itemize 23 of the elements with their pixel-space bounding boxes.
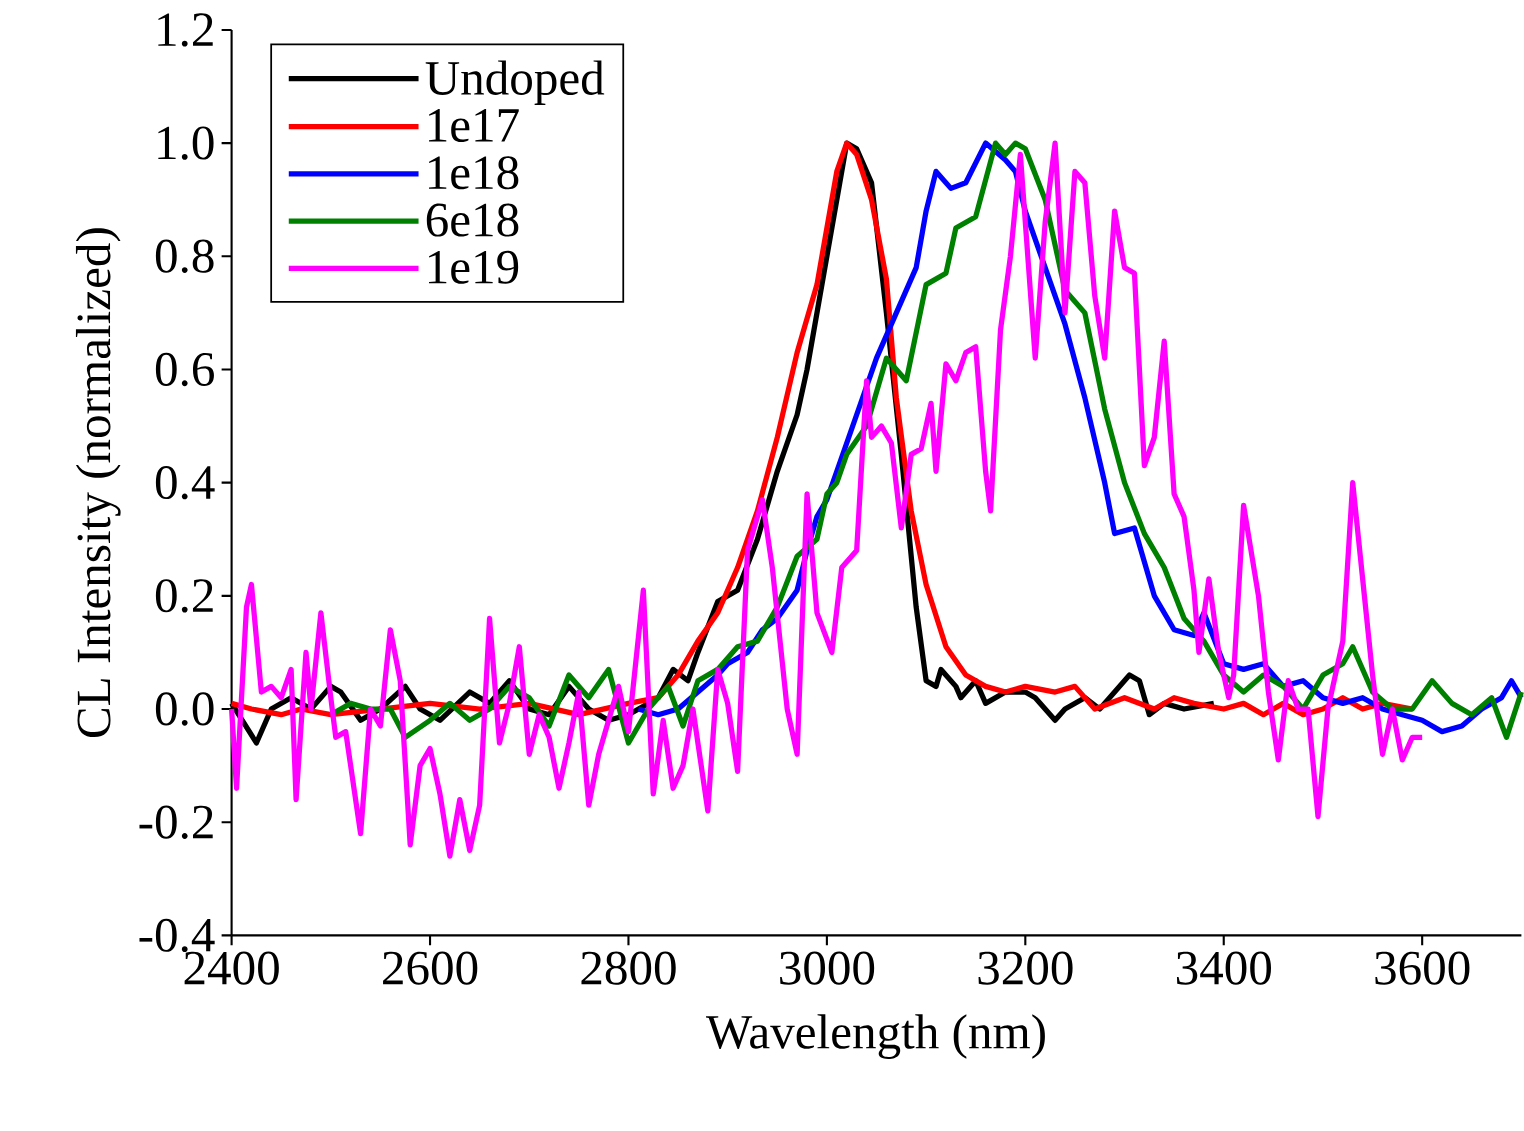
y-tick-label: 0.4	[155, 465, 215, 500]
y-tick-label: 0.0	[155, 692, 214, 726]
x-tick-label: 3400	[1176, 951, 1271, 985]
y-tick-label: -0.4	[139, 918, 215, 953]
y-tick-label: 0.2	[155, 579, 213, 613]
x-tick-label: 3600	[1375, 951, 1470, 985]
y-tick-label: -0.2	[139, 805, 213, 839]
x-tick-label: 2600	[383, 951, 478, 985]
legend-label: 1e18	[429, 156, 519, 190]
y-tick-label: 1.2	[158, 13, 213, 47]
x-tick-label: 3000	[780, 951, 875, 985]
y-tick-label: 1.0	[158, 126, 214, 160]
y-tick-label: 0.8	[155, 239, 214, 273]
x-tick-label: 2800	[581, 951, 676, 985]
x-tick-label: 3200	[978, 951, 1073, 985]
legend-label: 6e18	[426, 203, 519, 237]
legend-label: Undoped	[425, 60, 605, 105]
y-tick-label: 0.6	[155, 352, 214, 387]
legend-label: 1e19	[429, 250, 519, 284]
x-tick-label: 2400	[184, 951, 279, 985]
x-axis-title: Wavelength (nm)	[705, 1014, 1045, 1059]
y-axis-title: CL Intensity (normalized)	[75, 228, 121, 738]
legend-label: 1e17	[429, 109, 519, 142]
